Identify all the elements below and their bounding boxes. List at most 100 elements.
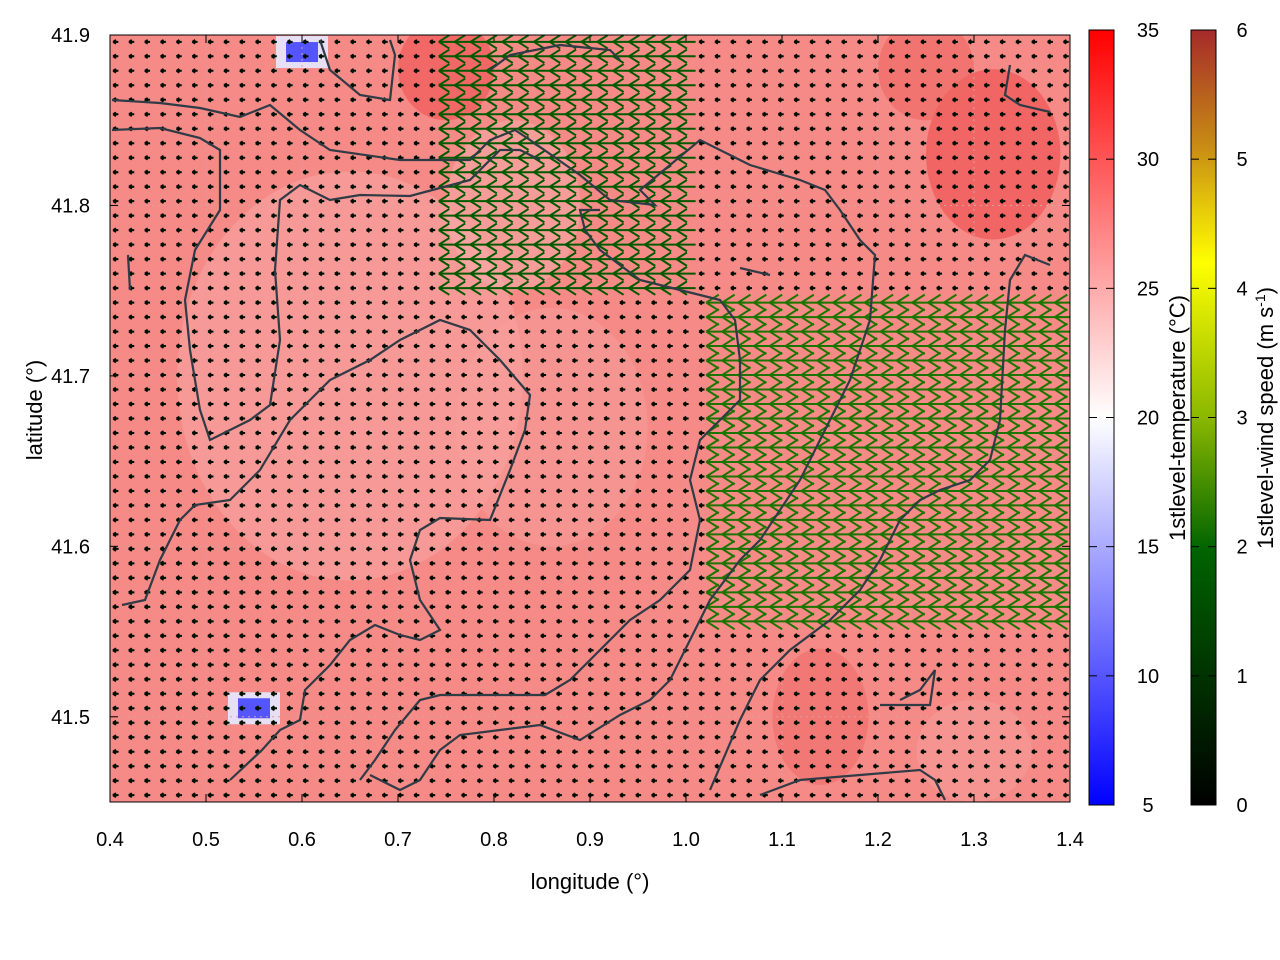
wind-arrow xyxy=(128,661,135,668)
wind-arrow xyxy=(587,618,594,625)
wind-arrow xyxy=(952,792,958,798)
wind-arrow xyxy=(350,560,356,567)
wind-arrow xyxy=(508,734,515,740)
wind-arrow xyxy=(714,633,721,639)
wind-arrow xyxy=(302,749,309,755)
wind-arrow xyxy=(239,575,246,581)
wind-arrow xyxy=(967,792,974,798)
wind-arrow xyxy=(413,618,420,625)
wind-arrow xyxy=(651,560,657,567)
wind-arrow xyxy=(682,763,689,769)
wind-arrow xyxy=(983,778,990,784)
wind-arrow xyxy=(286,560,293,567)
wind-arrow xyxy=(191,777,198,784)
wind-arrow xyxy=(666,618,673,625)
wind-arrow xyxy=(270,618,278,625)
wind-arrow xyxy=(175,560,182,567)
wind-arrow xyxy=(1015,647,1022,653)
wind-arrow xyxy=(476,792,483,798)
wind-arrow xyxy=(809,647,816,653)
wind-arrow xyxy=(571,618,578,625)
wind-arrow xyxy=(619,763,626,769)
wind-arrow xyxy=(825,691,832,697)
wind-arrow xyxy=(682,676,689,682)
wind-arrow xyxy=(223,618,230,625)
wind-arrow xyxy=(492,676,499,682)
wind-arrow xyxy=(175,575,182,581)
wind-arrow xyxy=(635,575,642,581)
wind-arrow xyxy=(429,705,436,711)
wind-arrow xyxy=(144,575,151,581)
wind-arrow xyxy=(1031,647,1038,653)
wind-arrow xyxy=(334,705,341,711)
wind-arrow xyxy=(350,763,356,769)
wind-arrow xyxy=(1063,734,1069,740)
wind-arrow xyxy=(999,792,1006,798)
wind-arrow xyxy=(159,661,167,668)
wind-arrow xyxy=(286,647,293,654)
wind-arrow xyxy=(144,661,151,668)
wind-arrow xyxy=(1015,705,1022,711)
wind-arrow xyxy=(888,633,895,639)
wind-arrow xyxy=(793,647,800,653)
wind-arrow xyxy=(952,734,958,740)
wind-arrow xyxy=(1063,720,1069,726)
wind-arrow xyxy=(334,618,341,625)
wind-arrow xyxy=(397,618,404,625)
wind-arrow xyxy=(175,719,182,726)
wind-arrow xyxy=(144,792,151,799)
wind-arrow xyxy=(144,560,151,567)
wind-arrow xyxy=(286,632,293,639)
wind-arrow xyxy=(714,691,721,697)
wind-arrow xyxy=(556,734,562,740)
wind-arrow xyxy=(540,647,547,653)
wind-arrow xyxy=(128,792,135,799)
wind-arrow xyxy=(556,720,562,726)
wind-arrow xyxy=(381,691,388,697)
wind-arrow xyxy=(603,691,610,697)
wind-arrow xyxy=(159,676,167,683)
wind-arrow xyxy=(445,618,452,625)
wind-arrow xyxy=(397,792,404,798)
wind-arrow xyxy=(904,633,911,639)
wind-arrow xyxy=(603,705,610,711)
wind-arrow xyxy=(286,748,293,755)
wind-arrow xyxy=(318,560,325,567)
wind-arrow xyxy=(413,676,420,682)
wind-arrow xyxy=(635,589,642,596)
wind-arrow xyxy=(191,632,198,639)
wind-arrow xyxy=(492,763,499,769)
wind-arrow xyxy=(651,618,657,625)
wind-arrow xyxy=(445,734,452,740)
wind-arrow xyxy=(207,705,214,712)
wind-arrow xyxy=(175,676,182,683)
wind-arrow xyxy=(508,778,515,784)
wind-arrow xyxy=(920,705,927,711)
wind-arrow xyxy=(635,691,642,697)
wind-arrow xyxy=(635,647,642,653)
wind-arrow xyxy=(445,575,452,581)
wind-arrow xyxy=(571,763,578,769)
wind-arrow xyxy=(1031,749,1038,755)
wind-arrow xyxy=(239,719,246,726)
wind-arrow xyxy=(413,734,420,740)
wind-arrow xyxy=(223,647,230,654)
wind-arrow xyxy=(508,618,515,625)
wind-arrow xyxy=(508,705,515,711)
wind-arrow xyxy=(983,647,990,653)
wind-arrow xyxy=(508,676,515,682)
wind-arrow xyxy=(476,575,483,581)
wind-arrow xyxy=(191,690,198,697)
wind-arrow xyxy=(286,618,293,625)
x-axis-label: longitude (°) xyxy=(531,869,650,894)
wind-arrow xyxy=(556,763,562,769)
wind-arrow xyxy=(857,792,863,798)
wind-arrow xyxy=(397,749,404,755)
wind-arrow xyxy=(857,647,863,653)
wind-arrow xyxy=(872,662,879,668)
wind-arrow xyxy=(159,792,167,799)
wind-arrow xyxy=(254,705,262,712)
wind-arrow xyxy=(762,749,768,755)
wind-arrow xyxy=(730,720,737,726)
wind-arrow xyxy=(524,763,531,769)
